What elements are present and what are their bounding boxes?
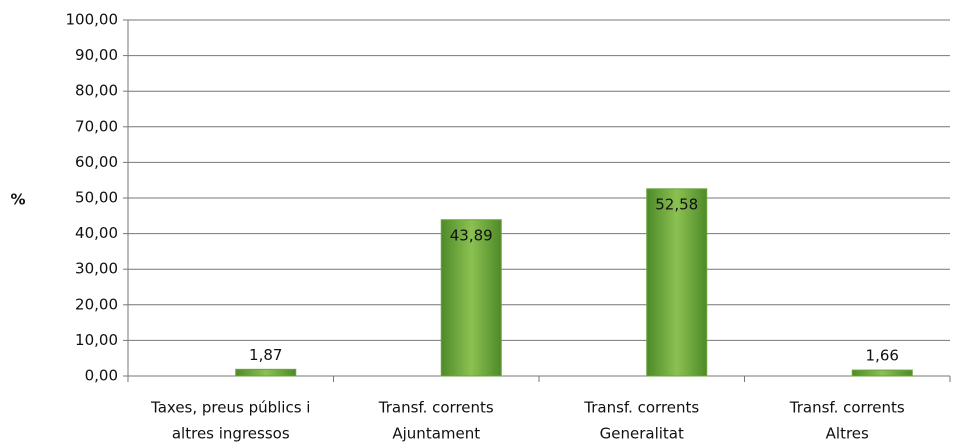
bar <box>851 369 913 377</box>
x-tick-label: Taxes, preus públics i <box>150 399 310 417</box>
y-tick-label: 70,00 <box>75 117 118 135</box>
data-label: 52,58 <box>655 195 698 213</box>
data-label: 43,89 <box>450 226 493 244</box>
data-label: 1,87 <box>249 346 282 364</box>
y-axis-label: % <box>10 191 25 209</box>
y-tick-label: 20,00 <box>75 295 118 313</box>
y-tick-label: 0,00 <box>85 367 118 385</box>
data-label: 1,66 <box>866 347 899 365</box>
y-tick-label: 10,00 <box>75 331 118 349</box>
x-tick-label: Transf. corrents <box>583 399 699 417</box>
bar <box>235 368 297 377</box>
x-tick-label: Transf. corrents <box>378 399 494 417</box>
x-tick-label: Transf. corrents <box>789 399 905 417</box>
y-tick-label: 30,00 <box>75 260 118 278</box>
bar <box>646 188 708 377</box>
x-tick-label: altres ingressos <box>172 425 290 443</box>
x-tick-label: Ajuntament <box>392 425 480 443</box>
y-tick-label: 50,00 <box>75 189 118 207</box>
y-tick-label: 40,00 <box>75 224 118 242</box>
x-tick-label: Altres <box>826 425 869 443</box>
bar <box>440 219 502 377</box>
y-tick-label: 80,00 <box>75 82 118 100</box>
y-tick-label: 90,00 <box>75 46 118 64</box>
y-tick-label: 60,00 <box>75 153 118 171</box>
y-tick-label: 100,00 <box>66 11 119 29</box>
x-tick-label: Generalitat <box>600 425 684 443</box>
